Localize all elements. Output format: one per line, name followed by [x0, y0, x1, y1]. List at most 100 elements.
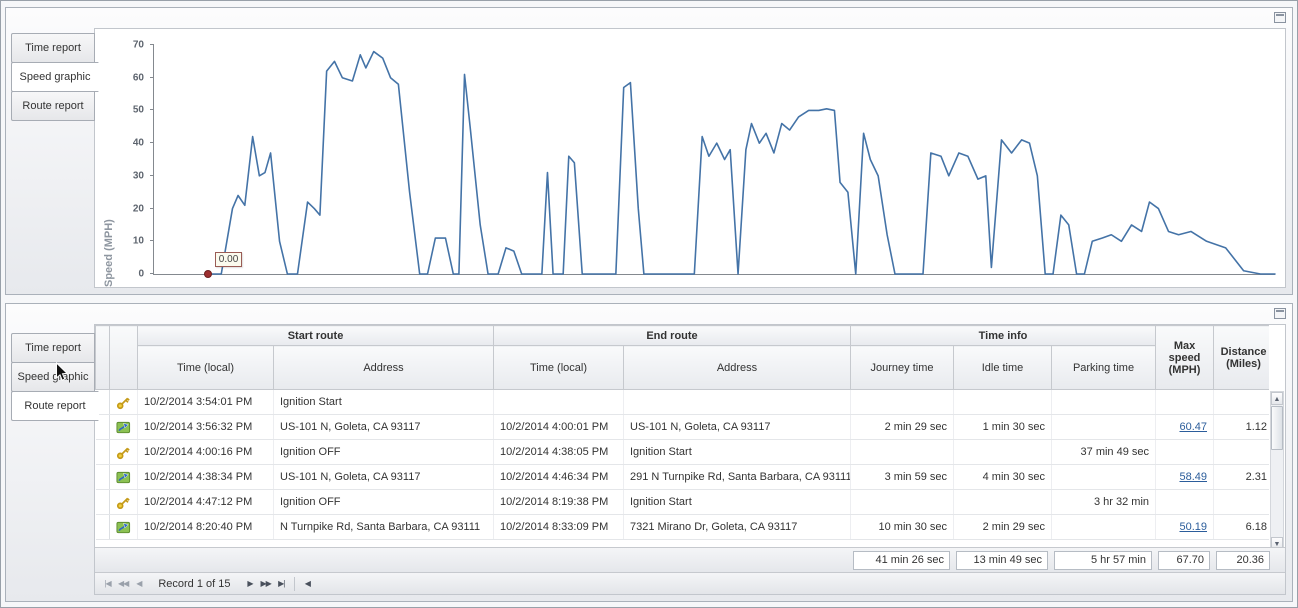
y-tick-mark — [150, 76, 154, 78]
y-tick-mark — [150, 207, 154, 209]
scroll-left-button[interactable]: ◀ — [304, 579, 311, 588]
summary-idle-time: 13 min 49 sec — [956, 550, 1048, 570]
cell-journey-time — [850, 439, 954, 465]
record-navigator: |◀ ◀◀ ◀ Record 1 of 15 ▶ ▶▶ ▶| ◀ — [95, 572, 1285, 594]
summary-parking-time: 5 hr 57 min — [1054, 550, 1152, 570]
row-indicator — [95, 489, 110, 515]
table-row[interactable]: 10/2/2014 8:20:40 PM N Turnpike Rd, Santa… — [95, 514, 1269, 540]
cell-distance — [1213, 489, 1269, 515]
prev-page-button[interactable]: ◀◀ — [118, 579, 129, 588]
y-tick-label: 70 — [132, 39, 144, 51]
scrollbar-thumb[interactable] — [1271, 406, 1283, 450]
column-header-start-address[interactable]: Address — [273, 345, 494, 390]
cell-parking-time — [1051, 514, 1157, 540]
column-header-distance[interactable]: Distance (Miles) — [1213, 325, 1269, 390]
y-tick-label: 20 — [132, 203, 144, 215]
table-row[interactable]: 10/2/2014 4:00:16 PM Ignition OFF 10/2/201… — [95, 439, 1269, 465]
cell-start-address: US-101 N, Goleta, CA 93117 — [273, 414, 494, 440]
route-icon — [116, 471, 131, 483]
cell-start-time: 10/2/2014 8:20:40 PM — [137, 514, 274, 540]
column-header-end-address[interactable]: Address — [623, 345, 851, 390]
cell-parking-time — [1051, 389, 1157, 415]
column-header-idle-time[interactable]: Idle time — [953, 345, 1052, 390]
cell-end-time: 10/2/2014 4:38:05 PM — [493, 439, 624, 465]
y-tick-mark — [150, 273, 154, 274]
cell-parking-time — [1051, 464, 1157, 490]
cell-start-time: 10/2/2014 4:38:34 PM — [137, 464, 274, 490]
cell-idle-time: 1 min 30 sec — [953, 414, 1052, 440]
cell-end-address: 7321 Mirano Dr, Goleta, CA 93117 — [623, 514, 851, 540]
last-record-button[interactable]: ▶| — [278, 579, 285, 588]
summary-max-speed: 67.70 — [1158, 550, 1210, 570]
cell-idle-time — [953, 389, 1052, 415]
tab-speed-graphic[interactable]: Speed graphic — [11, 362, 95, 392]
column-header-parking-time[interactable]: Parking time — [1050, 345, 1157, 390]
cell-parking-time — [1051, 414, 1157, 440]
record-counter: Record 1 of 15 — [158, 577, 231, 590]
column-header-start-time[interactable]: Time (local) — [137, 345, 274, 390]
cell-end-address — [623, 389, 851, 415]
first-record-button[interactable]: |◀ — [104, 579, 111, 588]
next-page-button[interactable]: ▶▶ — [260, 579, 271, 588]
route-table-body: 10/2/2014 3:54:01 PM Ignition Start 10/2/2… — [95, 389, 1269, 540]
collapse-panel-button[interactable] — [1274, 308, 1286, 319]
cell-end-time — [493, 389, 624, 415]
group-header-start-route[interactable]: Start route — [137, 325, 494, 346]
collapse-panel-button[interactable] — [1274, 12, 1286, 23]
cell-end-address: Ignition Start — [623, 439, 851, 465]
y-tick-mark — [150, 240, 154, 242]
cell-max-speed[interactable]: 50.19 — [1155, 514, 1215, 540]
y-tick-label: 60 — [132, 72, 144, 84]
route-icon — [116, 521, 131, 533]
table-row[interactable]: 10/2/2014 3:56:32 PM US-101 N, Goleta, CA… — [95, 414, 1269, 440]
cell-idle-time — [953, 489, 1052, 515]
row-indicator — [95, 514, 110, 540]
cell-end-time: 10/2/2014 8:19:38 PM — [493, 489, 624, 515]
tab-time-report[interactable]: Time report — [11, 333, 95, 363]
tab-route-report[interactable]: Route report — [11, 91, 95, 121]
cell-journey-time — [850, 389, 954, 415]
scroll-up-button[interactable]: ▲ — [1271, 392, 1283, 405]
scroll-down-button[interactable]: ▼ — [1271, 537, 1283, 550]
cell-distance — [1213, 439, 1269, 465]
speed-chart: Speed (MPH) 0.00 0 10 20 30 40 50 60 70 — [94, 28, 1286, 288]
cell-max-speed — [1155, 389, 1215, 415]
start-marker-dot — [203, 270, 212, 278]
row-indicator — [95, 389, 110, 415]
column-header-end-time[interactable]: Time (local) — [493, 345, 624, 390]
group-header-end-route[interactable]: End route — [493, 325, 851, 346]
summary-journey-time: 41 min 26 sec — [853, 550, 950, 570]
y-axis-title: Speed (MPH) — [103, 219, 115, 287]
column-header-journey-time[interactable]: Journey time — [850, 345, 954, 390]
speed-graphic-panel: Time report Speed graphic Route report Spe… — [5, 7, 1293, 295]
cell-max-speed[interactable]: 60.47 — [1155, 414, 1215, 440]
cell-start-time: 10/2/2014 4:47:12 PM — [137, 489, 274, 515]
cell-start-address: Ignition Start — [273, 389, 494, 415]
cell-max-speed[interactable]: 58.49 — [1155, 464, 1215, 490]
table-row[interactable]: 10/2/2014 3:54:01 PM Ignition Start — [95, 389, 1269, 415]
tab-time-report[interactable]: Time report — [11, 33, 95, 63]
route-icon — [116, 421, 131, 433]
grid-viewport: Start route End route Time info Max spee… — [95, 325, 1269, 551]
vertical-scrollbar[interactable]: ▲ ▼ — [1270, 391, 1284, 551]
summary-row: 41 min 26 sec 13 min 49 sec 5 hr 57 min … — [95, 547, 1285, 572]
cell-end-address: Ignition Start — [623, 489, 851, 515]
speed-line — [208, 52, 1275, 274]
group-header-time-info[interactable]: Time info — [849, 325, 1157, 346]
table-row[interactable]: 10/2/2014 4:38:34 PM US-101 N, Goleta, CA… — [95, 464, 1269, 490]
y-tick-mark — [150, 142, 154, 144]
route-grid: Start route End route Time info Max spee… — [94, 324, 1286, 595]
cell-start-time: 10/2/2014 4:00:16 PM — [137, 439, 274, 465]
indicator-column-header — [95, 325, 110, 390]
tab-speed-graphic[interactable]: Speed graphic — [11, 62, 99, 92]
column-header-max-speed[interactable]: Max speed (MPH) — [1155, 325, 1215, 390]
prev-record-button[interactable]: ◀ — [136, 579, 142, 588]
y-tick-label: 30 — [132, 170, 144, 182]
route-report-panel: Time report Speed graphic Route report — [5, 303, 1293, 602]
tab-route-report[interactable]: Route report — [11, 391, 99, 421]
table-row[interactable]: 10/2/2014 4:47:12 PM Ignition OFF 10/2/201… — [95, 489, 1269, 515]
cell-start-time: 10/2/2014 3:56:32 PM — [137, 414, 274, 440]
next-record-button[interactable]: ▶ — [247, 579, 253, 588]
summary-distance: 20.36 — [1216, 550, 1270, 570]
